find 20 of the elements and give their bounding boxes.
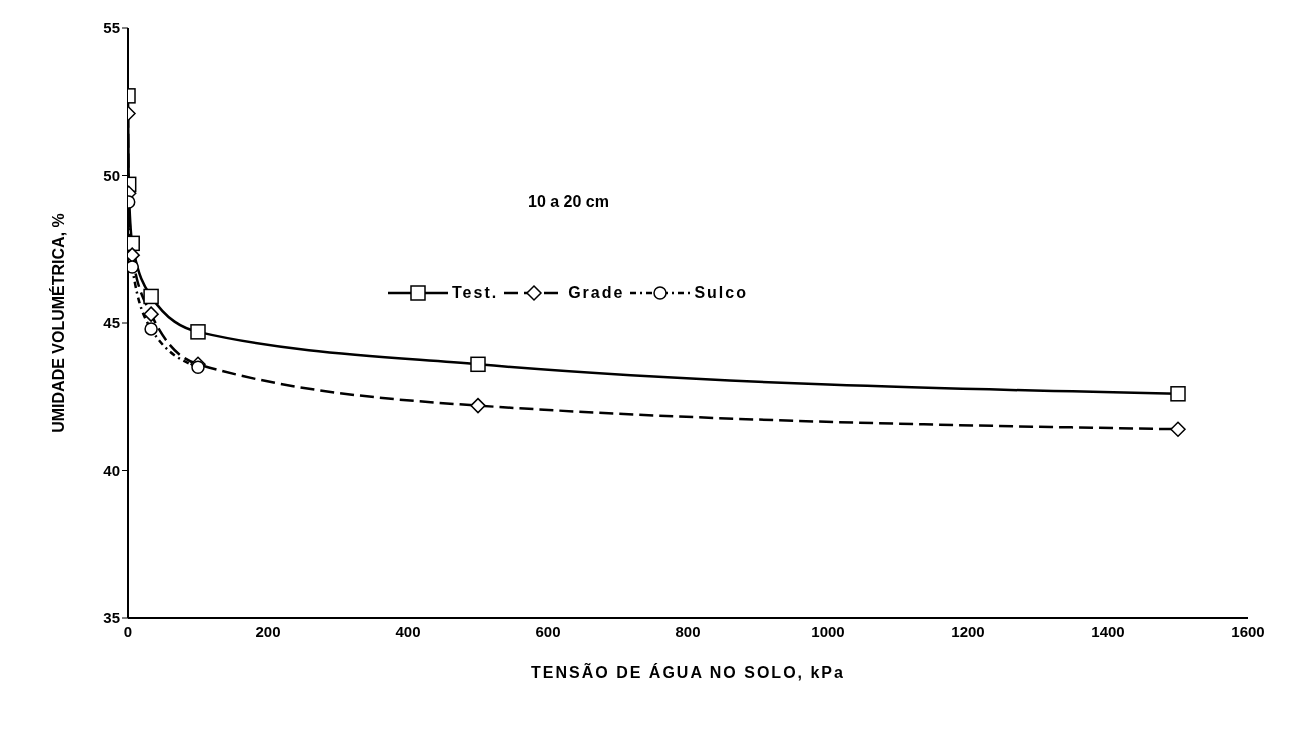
x-tick-label: 1000 — [811, 622, 845, 640]
x-tick-label: 600 — [535, 622, 561, 640]
x-axis-title: TENSÃO DE ÁGUA NO SOLO, kPa — [531, 662, 845, 681]
y-tick-label: 35 — [103, 609, 120, 627]
y-axis-title: UMIDADE VOLUMÉTRICA, % — [48, 213, 67, 433]
legend-label: Test. — [452, 284, 499, 302]
x-tick-label: 200 — [255, 622, 281, 640]
x-tick-label: 400 — [395, 622, 421, 640]
y-tick-label: 40 — [103, 461, 120, 479]
x-tick-label: 1200 — [951, 622, 985, 640]
y-tick-label: 45 — [103, 314, 120, 332]
y-tick-label: 50 — [103, 166, 120, 184]
x-tick-label: 1600 — [1231, 622, 1265, 640]
annotation: 10 a 20 cm — [528, 193, 609, 211]
x-tick-label: 0 — [123, 622, 133, 640]
x-tick-label: 1400 — [1091, 622, 1125, 640]
y-tick-label: 55 — [103, 19, 120, 37]
x-tick-label: 800 — [675, 622, 701, 640]
legend-label: Sulco — [694, 284, 748, 302]
legend-label: Grade — [568, 284, 625, 302]
